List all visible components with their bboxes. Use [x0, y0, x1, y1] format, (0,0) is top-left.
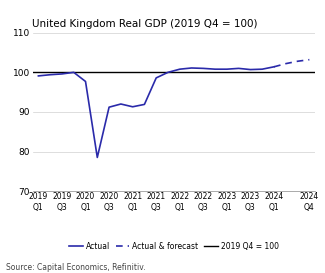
Legend: Actual, Actual & forecast, 2019 Q4 = 100: Actual, Actual & forecast, 2019 Q4 = 100 [66, 239, 282, 254]
Text: Source: Capital Economics, Refinitiv.: Source: Capital Economics, Refinitiv. [6, 263, 146, 272]
Text: United Kingdom Real GDP (2019 Q4 = 100): United Kingdom Real GDP (2019 Q4 = 100) [32, 19, 258, 29]
